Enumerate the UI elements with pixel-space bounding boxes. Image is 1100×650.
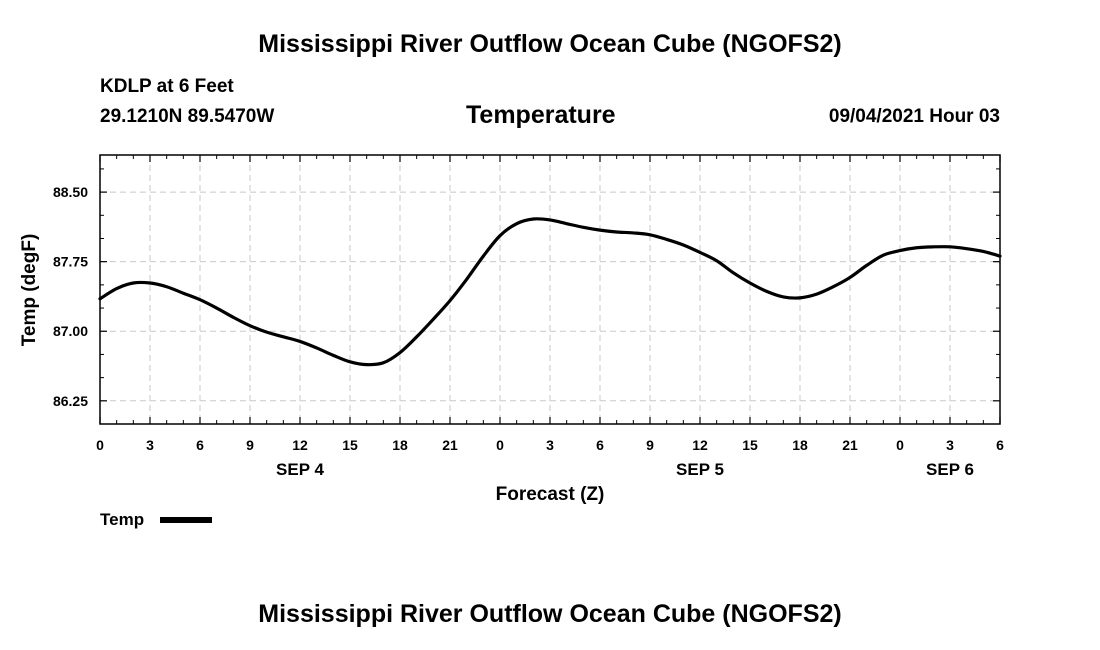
axis-ticks: [99, 155, 1001, 425]
x-tick-label: 21: [842, 437, 858, 453]
series-line-temp: [98, 217, 1002, 367]
x-tick-label: 15: [342, 437, 358, 453]
date-label: SEP 6: [926, 460, 974, 479]
x-tick-label: 15: [742, 437, 758, 453]
x-tick-label: 18: [392, 437, 408, 453]
x-tick-label: 18: [792, 437, 808, 453]
date-label: SEP 5: [676, 460, 724, 479]
x-tick-label: 3: [546, 437, 554, 453]
x-tick-label: 12: [692, 437, 708, 453]
x-tick-label: 21: [442, 437, 458, 453]
x-axis-title: Forecast (Z): [496, 484, 605, 505]
x-tick-label: 0: [496, 437, 504, 453]
series-layer: [98, 217, 1002, 367]
legend-label: Temp: [100, 510, 144, 529]
y-tick-label: 86.25: [53, 393, 88, 409]
x-tick-label: 9: [646, 437, 654, 453]
y-tick-label: 87.75: [53, 254, 88, 270]
y-tick-label: 87.00: [53, 323, 88, 339]
legend: Temp: [100, 510, 212, 529]
station-label: KDLP at 6 Feet: [100, 76, 234, 97]
station-coordinates: 29.1210N 89.5470W: [100, 106, 275, 127]
x-tick-label: 3: [146, 437, 154, 453]
grid-lines: [100, 155, 1000, 424]
date-label: SEP 4: [276, 460, 324, 479]
x-tick-label: 6: [196, 437, 204, 453]
legend-line-swatch: [160, 517, 212, 523]
forecast-datetime: 09/04/2021 Hour 03: [828, 106, 1000, 127]
axis-tick-labels: 0 3 6 9 12 15 18 21 0 3 6 9 12 15 18 21 0 3 6 86.25 87.00 87.…: [53, 184, 1004, 479]
x-tick-label: 9: [246, 437, 254, 453]
x-tick-label: 0: [96, 437, 104, 453]
x-tick-label: 6: [996, 437, 1004, 453]
x-tick-label: 12: [292, 437, 308, 453]
chart-subtitle: Temperature: [466, 101, 616, 129]
y-tick-label: 88.50: [53, 184, 88, 200]
y-axis-title: Temp (degF): [19, 234, 40, 347]
chart-main-title: Mississippi River Outflow Ocean Cube (NG…: [258, 30, 842, 58]
chart-footer-title: Mississippi River Outflow Ocean Cube (NG…: [258, 600, 842, 628]
x-tick-label: 0: [896, 437, 904, 453]
x-tick-label: 6: [596, 437, 604, 453]
x-tick-label: 3: [946, 437, 954, 453]
